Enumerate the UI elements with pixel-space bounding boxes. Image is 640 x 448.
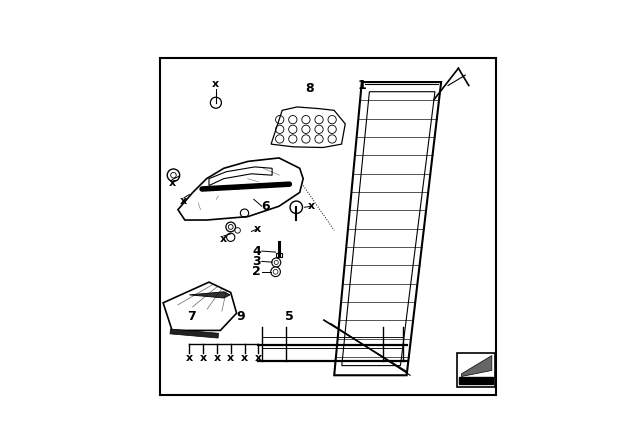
Circle shape [273,269,278,274]
Text: 5: 5 [285,310,294,323]
Text: x: x [255,353,262,363]
Text: x: x [200,353,207,363]
Circle shape [167,169,180,181]
Text: 9: 9 [237,310,245,323]
Text: x: x [241,353,248,363]
Text: x: x [180,196,188,207]
Text: 4: 4 [252,245,260,258]
Circle shape [211,97,221,108]
Text: 8: 8 [306,82,314,95]
Text: x: x [220,234,227,244]
Polygon shape [189,292,230,298]
Text: x: x [212,79,220,89]
Polygon shape [461,356,492,376]
Text: 2: 2 [252,265,260,278]
Text: x: x [213,353,221,363]
Bar [276,253,282,257]
Circle shape [274,260,278,264]
Text: 1: 1 [357,79,366,92]
Circle shape [171,172,176,178]
Bar [459,376,493,384]
Circle shape [227,233,235,241]
Bar [458,353,495,387]
Circle shape [272,258,281,267]
Text: x: x [186,353,193,363]
Text: x: x [308,201,315,211]
Text: 3: 3 [252,255,260,268]
Text: x: x [168,178,175,188]
Text: 6: 6 [261,200,269,213]
Circle shape [271,267,280,276]
Text: 7: 7 [188,310,196,323]
Text: 00133s02: 00133s02 [461,380,491,385]
Circle shape [290,201,303,214]
Circle shape [235,228,241,233]
Text: x: x [227,353,234,363]
Text: x: x [253,224,261,234]
Bar [170,329,218,338]
